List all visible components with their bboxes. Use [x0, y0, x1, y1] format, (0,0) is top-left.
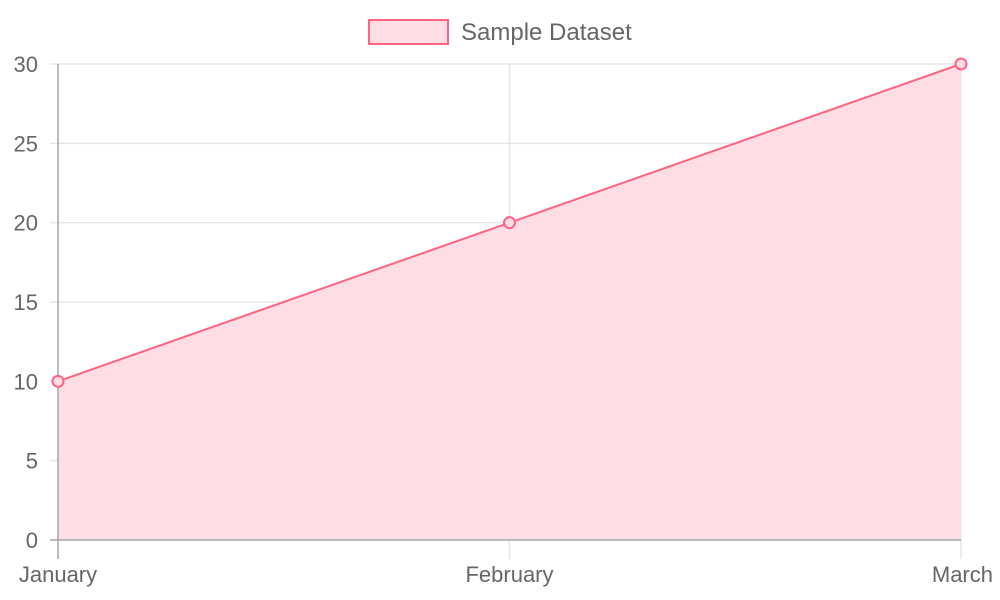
data-point[interactable] — [51, 374, 65, 388]
y-tick-label: 15 — [14, 290, 38, 315]
y-tick-label: 30 — [14, 52, 38, 77]
y-tick-label: 20 — [14, 211, 38, 236]
label-layer: 0 5 10 15 20 25 30 January February March — [14, 52, 993, 587]
legend-swatch — [368, 19, 449, 45]
x-tick-label: February — [465, 562, 553, 587]
y-tick-label: 5 — [26, 449, 38, 474]
legend-label: Sample Dataset — [461, 19, 632, 46]
y-tick-label: 0 — [26, 528, 38, 553]
x-tick-label: March — [932, 562, 993, 587]
axis-layer — [57, 64, 961, 541]
series-area — [58, 64, 961, 540]
data-point[interactable] — [954, 57, 968, 71]
y-tick-label: 25 — [14, 131, 38, 156]
data-point[interactable] — [503, 216, 516, 230]
area-layer — [58, 64, 961, 540]
y-tick-label: 10 — [14, 369, 38, 394]
legend[interactable]: Sample Dataset — [368, 19, 632, 46]
x-tick-label: January — [19, 562, 97, 587]
point-layer — [51, 57, 968, 388]
